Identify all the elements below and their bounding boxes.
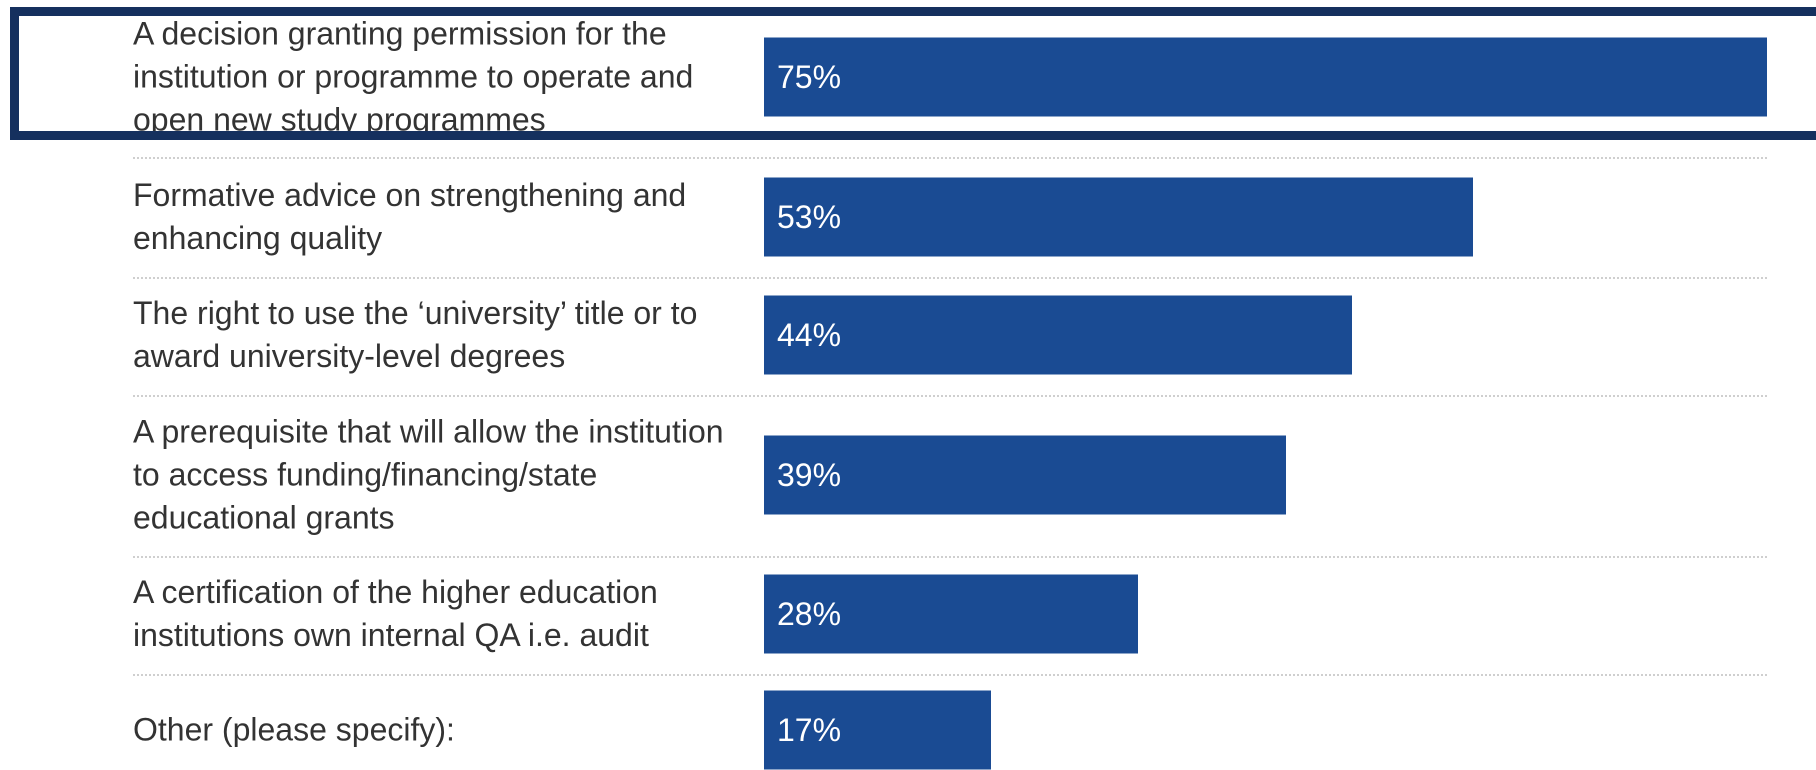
row-divider [133,556,1767,558]
bar: 44% [764,295,1352,375]
category-label: Formative advice on strengthening and en… [133,177,687,256]
bar-value-label: 28% [777,595,842,632]
bar: 39% [764,435,1286,515]
row-divider [133,674,1767,676]
category-label: A prerequisite that will allow the insti… [133,413,724,536]
category-label: The right to use the ‘university’ title … [133,295,698,374]
row-divider [133,277,1767,279]
bar-value-label: 17% [777,711,842,748]
bar: 28% [764,574,1138,654]
bar-value-label: 44% [777,316,842,353]
category-label: A decision granting permission for the i… [133,15,694,138]
row-divider [133,157,1767,159]
category-label: A certification of the higher education … [133,574,658,653]
bar: 75% [764,37,1767,117]
bar-value-label: 39% [777,456,842,493]
bar: 53% [764,177,1473,257]
selected-row-highlight [10,7,1816,140]
row-divider [133,395,1767,397]
bar-value-label: 75% [777,58,842,95]
bar-value-label: 53% [777,198,842,235]
category-label: Other (please specify): [133,711,455,748]
bar: 17% [764,690,991,770]
